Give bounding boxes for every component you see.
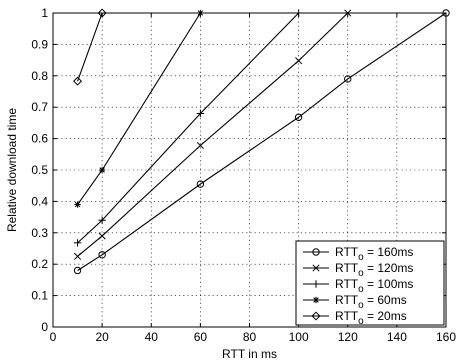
y-tick-label: 0.2 — [31, 257, 48, 271]
legend-label-subscript: o — [358, 316, 364, 327]
x-tick-label: 20 — [95, 330, 109, 344]
legend-label-main: RTT — [335, 245, 359, 259]
y-tick-label: 0.1 — [31, 289, 48, 303]
y-tick-label: 0.9 — [31, 37, 48, 51]
legend-label-subscript: o — [358, 284, 364, 295]
data-point-stroke — [74, 201, 81, 208]
data-point — [196, 109, 205, 118]
tick-labels: 0 20 40 60 80 100 120 140 160 0 0.1 0.2 0.3 0.4 0.5 0.6… — [31, 6, 456, 344]
legend-label-suffix: = 60ms — [364, 293, 407, 307]
series-line — [77, 12, 300, 244]
legend-label-suffix: = 100ms — [364, 277, 414, 291]
data-point-stroke — [98, 232, 106, 240]
legend-marker-stroke — [313, 297, 319, 303]
y-tick-label: 0.7 — [31, 100, 48, 114]
data-point-stroke — [196, 141, 204, 150]
x-tick-label: 120 — [338, 330, 358, 344]
legend-label: RTTo = 20ms — [335, 309, 407, 327]
data-point — [98, 216, 106, 224]
data-point-stroke — [74, 252, 82, 260]
legend-label-main: RTT — [335, 293, 359, 307]
data-point — [344, 75, 352, 83]
y-tick-label: 0 — [41, 320, 48, 334]
y-axis-label: Relative download time — [5, 108, 19, 232]
data-point — [73, 266, 82, 275]
legend-label: RTTo = 120ms — [335, 261, 413, 279]
legend-label-main: RTT — [335, 277, 359, 291]
legend-item: RTTo = 20ms — [303, 309, 407, 327]
legend-label-subscript: o — [358, 300, 364, 311]
legend-marker-stroke — [312, 264, 320, 272]
series-0 — [73, 9, 450, 275]
y-tick-label: 1 — [41, 6, 48, 20]
data-point — [73, 239, 82, 247]
legend-marker — [312, 280, 320, 288]
legend-label: RTTo = 160ms — [335, 245, 413, 263]
legend-label-suffix: = 160ms — [364, 245, 414, 259]
series-line — [77, 12, 103, 82]
legend-box — [295, 240, 445, 326]
legend-label: RTTo = 100ms — [335, 277, 413, 295]
legend-marker — [312, 264, 320, 272]
legend-marker — [312, 248, 320, 256]
data-point — [98, 232, 106, 240]
legend-label-subscript: o — [358, 252, 364, 263]
series-1 — [74, 9, 352, 260]
y-tick-label: 0.4 — [31, 194, 48, 208]
x-tick-label: 100 — [289, 330, 309, 344]
legend-item: RTTo = 160ms — [303, 245, 413, 263]
y-tick-label: 0.8 — [31, 69, 48, 83]
legend-item: RTTo = 60ms — [303, 293, 407, 311]
data-point-stroke — [99, 167, 105, 173]
y-tick-label: 0.6 — [31, 132, 48, 146]
data-point — [74, 201, 81, 208]
legend-marker — [312, 296, 320, 304]
series-2 — [73, 9, 303, 247]
x-tick-label: 40 — [145, 330, 159, 344]
legend-label-suffix: = 20ms — [364, 309, 407, 323]
series-line — [77, 12, 201, 205]
legend-label-main: RTT — [335, 261, 359, 275]
x-tick-label: 0 — [50, 330, 57, 344]
legend-label-suffix: = 120ms — [364, 261, 414, 275]
data-point — [73, 76, 83, 86]
legend-marker — [311, 311, 321, 321]
data-point — [98, 251, 106, 259]
series-3 — [74, 9, 204, 208]
x-tick-label: 140 — [387, 330, 407, 344]
series-line — [77, 12, 349, 257]
y-tick-label: 0.3 — [31, 226, 48, 240]
x-tick-label: 80 — [243, 330, 257, 344]
y-tick-label: 0.5 — [31, 163, 48, 177]
axis-ticks — [52, 12, 447, 328]
data-point — [74, 252, 82, 260]
legend-label-subscript: o — [358, 268, 364, 279]
data-point-stroke — [295, 57, 303, 65]
series-line — [77, 12, 447, 271]
series-4 — [73, 8, 107, 86]
legend-label-main: RTT — [335, 309, 359, 323]
legend-item: RTTo = 120ms — [303, 261, 413, 279]
legend-label: RTTo = 60ms — [335, 293, 407, 311]
data-point — [98, 166, 106, 174]
x-tick-label: 160 — [436, 330, 456, 344]
data-point — [295, 57, 303, 65]
legend-item: RTTo = 100ms — [303, 277, 413, 295]
series-layer — [73, 8, 450, 275]
x-tick-label: 60 — [194, 330, 208, 344]
data-point — [196, 180, 205, 188]
data-point — [196, 141, 204, 150]
x-axis-label: RTT in ms — [222, 347, 277, 360]
data-point — [294, 113, 303, 121]
